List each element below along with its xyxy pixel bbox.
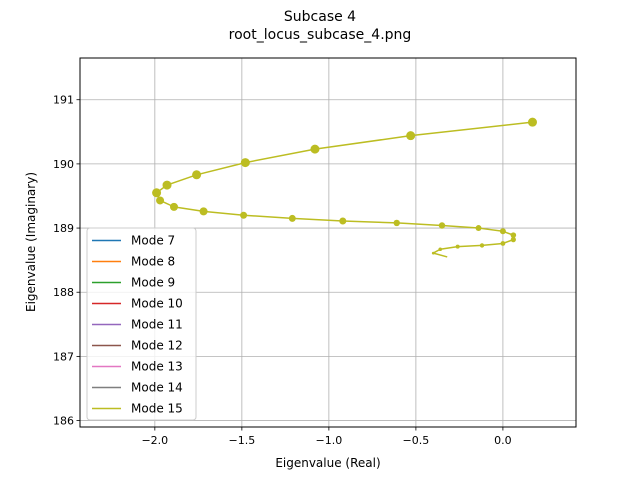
mode-15-marker <box>199 207 208 216</box>
y-tick-label: 186 <box>53 415 74 428</box>
y-tick-label: 187 <box>53 350 74 363</box>
mode-15-marker <box>152 188 162 198</box>
mode-15-marker <box>192 170 202 180</box>
legend-label: Mode 13 <box>131 360 183 374</box>
mode-15-marker <box>288 214 296 222</box>
y-tick-label: 190 <box>53 158 74 171</box>
legend-label: Mode 15 <box>131 402 183 416</box>
plot-series <box>152 117 537 258</box>
mode-15-marker <box>510 237 516 243</box>
mode-15-marker <box>475 225 482 232</box>
x-tick-label: −1.5 <box>228 434 255 447</box>
mode-15-marker <box>156 196 165 205</box>
legend-entry-mode-9: Mode 9 <box>92 276 175 290</box>
mode-15-marker <box>500 241 506 246</box>
chart-subtitle: root_locus_subcase_4.png <box>229 27 412 43</box>
plot-frame <box>79 57 577 428</box>
mode-15-marker <box>240 158 250 168</box>
mode-15-marker <box>438 247 443 252</box>
mode-15-marker <box>310 144 320 154</box>
x-axis-label: Eigenvalue (Real) <box>275 456 380 470</box>
mode-15-marker <box>431 251 435 255</box>
y-tick-label: 191 <box>53 94 74 107</box>
legend-label: Mode 12 <box>131 339 183 353</box>
mode-15-marker <box>510 232 517 238</box>
mode-15-marker <box>339 217 347 225</box>
mode-15-marker <box>169 202 178 211</box>
legend-entry-mode-14: Mode 14 <box>92 381 183 395</box>
mode-15-marker <box>240 211 248 219</box>
axis-ticks: −2.0 −1.5 −1.0 −0.5 0.0 186 187 188 189 190 191 <box>53 94 512 447</box>
mode-15-series <box>152 117 537 258</box>
mode-15-marker <box>393 219 400 227</box>
mode-15-marker <box>406 131 416 141</box>
legend: Mode 7 Mode 8 Mode 9 Mode 10 Mode 11 Mode 12 M… <box>86 227 197 421</box>
legend-label: Mode 11 <box>131 318 183 332</box>
chart-title: Subcase 4 <box>284 9 356 25</box>
legend-entry-mode-8: Mode 8 <box>92 255 175 269</box>
legend-label: Mode 14 <box>131 381 183 395</box>
legend-label: Mode 10 <box>131 297 183 311</box>
legend-label: Mode 8 <box>131 255 175 269</box>
mode-15-marker <box>499 228 506 235</box>
x-tick-label: −2.0 <box>141 434 168 447</box>
mode-15-marker <box>162 180 172 190</box>
legend-entry-mode-7: Mode 7 <box>92 234 175 248</box>
legend-entry-mode-15: Mode 15 <box>92 402 183 416</box>
legend-entry-mode-10: Mode 10 <box>92 297 183 311</box>
legend-entry-mode-11: Mode 11 <box>92 318 183 332</box>
legend-box <box>86 227 197 421</box>
y-tick-label: 188 <box>53 286 74 299</box>
x-tick-label: 0.0 <box>494 434 512 447</box>
mode-15-marker <box>438 222 446 229</box>
mode-15-marker <box>479 243 485 248</box>
mode-15-marker <box>455 244 460 249</box>
legend-entry-mode-13: Mode 13 <box>92 360 183 374</box>
x-tick-label: −0.5 <box>403 434 430 447</box>
y-axis-label: Eigenvalue (Imaginary) <box>24 172 38 312</box>
legend-label: Mode 9 <box>131 276 175 290</box>
legend-entry-mode-12: Mode 12 <box>92 339 183 353</box>
x-tick-label: −1.0 <box>316 434 343 447</box>
y-tick-label: 189 <box>53 222 74 235</box>
legend-label: Mode 7 <box>131 234 175 248</box>
mode-15-marker <box>527 117 537 127</box>
